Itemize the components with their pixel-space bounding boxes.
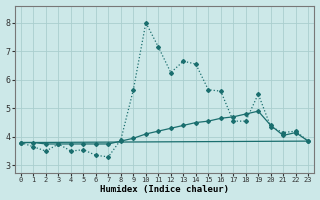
X-axis label: Humidex (Indice chaleur): Humidex (Indice chaleur) (100, 185, 229, 194)
